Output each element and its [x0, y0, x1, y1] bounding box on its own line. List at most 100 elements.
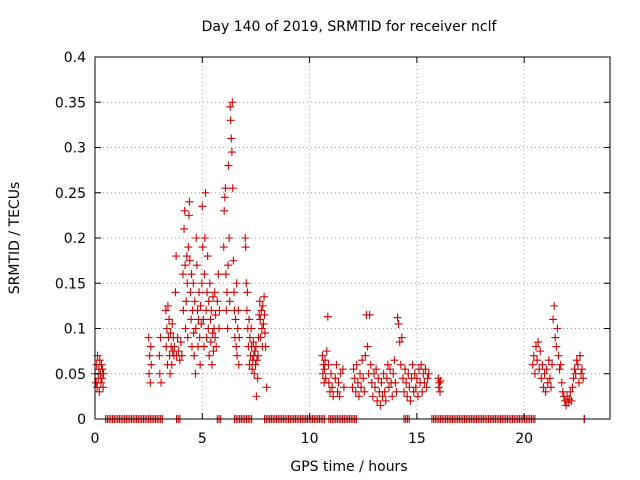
data-point [184, 243, 193, 252]
data-point [146, 378, 155, 387]
x-tick-label: 10 [301, 431, 319, 447]
data-point [379, 369, 388, 378]
data-point [167, 360, 176, 369]
data-point [191, 324, 200, 333]
data-point [354, 392, 363, 401]
data-point [535, 365, 544, 374]
data-point [434, 383, 443, 392]
data-point [544, 356, 553, 365]
data-point [541, 387, 550, 396]
data-point [179, 306, 188, 315]
data-point [191, 369, 200, 378]
data-point [156, 333, 165, 342]
data-point [189, 329, 198, 338]
data-point [189, 279, 198, 288]
data-point [536, 347, 545, 356]
data-point [250, 369, 259, 378]
data-point [192, 261, 201, 270]
data-point [166, 329, 175, 338]
data-point [262, 383, 271, 392]
data-point [255, 297, 264, 306]
data-point [328, 383, 337, 392]
data-point [245, 333, 254, 342]
data-point [335, 392, 344, 401]
data-point [411, 383, 420, 392]
data-point [259, 319, 268, 328]
data-point [235, 333, 244, 342]
data-point [247, 324, 256, 333]
data-point [172, 252, 181, 261]
data-point [210, 288, 219, 297]
data-point [423, 374, 432, 383]
data-point [393, 313, 402, 322]
data-point [324, 378, 333, 387]
data-point [197, 319, 206, 328]
data-point [181, 324, 190, 333]
data-point [409, 387, 418, 396]
data-point [421, 365, 430, 374]
data-point [241, 243, 250, 252]
data-point [182, 252, 191, 261]
data-point [321, 374, 330, 383]
data-point [181, 261, 190, 270]
data-point [382, 374, 391, 383]
data-point [568, 383, 577, 392]
data-point [211, 333, 220, 342]
data-point [212, 342, 221, 351]
data-point [249, 338, 258, 347]
data-point [193, 306, 202, 315]
data-point [221, 270, 230, 279]
data-point [177, 351, 186, 360]
data-point [204, 297, 213, 306]
data-point [436, 376, 445, 385]
data-point [396, 360, 405, 369]
data-point [97, 360, 106, 369]
data-point [241, 234, 250, 242]
data-point [220, 206, 229, 215]
data-point [372, 365, 381, 374]
data-point [183, 333, 192, 342]
data-point [365, 310, 374, 319]
data-point [203, 252, 212, 261]
data-point [258, 301, 267, 310]
data-point [228, 184, 237, 193]
data-point [383, 360, 392, 369]
data-point [205, 351, 214, 360]
data-point [320, 365, 329, 374]
data-point [224, 161, 233, 170]
data-point [203, 288, 212, 297]
data-point [219, 243, 228, 252]
data-point [353, 378, 362, 387]
data-point [248, 365, 257, 374]
data-point [180, 206, 189, 215]
data-point [98, 374, 107, 383]
data-point [359, 374, 368, 383]
data-point [199, 315, 208, 324]
data-point [368, 392, 377, 401]
chart-title: Day 140 of 2019, SRMTID for receiver ncl… [202, 19, 498, 35]
data-point [170, 342, 179, 351]
data-points [91, 98, 589, 423]
data-point [165, 315, 174, 324]
data-point [147, 360, 156, 369]
data-point [253, 356, 262, 365]
data-point [575, 351, 584, 360]
data-point [228, 98, 237, 107]
data-point [348, 383, 357, 392]
data-point [260, 292, 269, 301]
data-point [230, 288, 239, 297]
data-point [257, 306, 266, 315]
data-point [222, 288, 231, 297]
data-point [537, 374, 546, 383]
data-point [406, 396, 415, 405]
data-point [200, 342, 209, 351]
data-point [350, 374, 359, 383]
data-point [567, 396, 576, 405]
data-point [551, 333, 560, 342]
data-point [166, 369, 175, 378]
data-point [202, 333, 211, 342]
data-point [155, 369, 164, 378]
data-point [564, 398, 573, 407]
data-point [180, 224, 189, 233]
